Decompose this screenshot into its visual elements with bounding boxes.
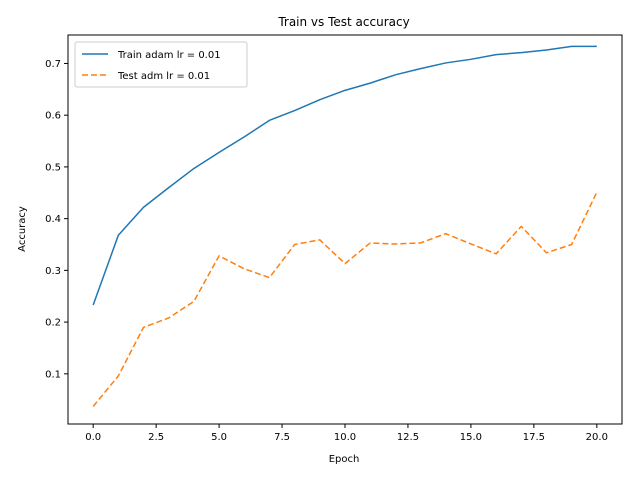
x-tick-label-4: 10.0 <box>334 432 356 443</box>
x-tick-label-0: 0.0 <box>85 432 101 443</box>
x-tick-label-2: 5.0 <box>211 432 227 443</box>
plot-area <box>92 45 598 407</box>
legend-label-test: Test adm lr = 0.01 <box>117 71 210 82</box>
x-tick-label-1: 2.5 <box>148 432 164 443</box>
x-tick-label-8: 20.0 <box>586 432 608 443</box>
series-line-1 <box>92 191 598 407</box>
chart-title: Train vs Test accuracy <box>277 15 409 29</box>
x-tick-label-6: 15.0 <box>460 432 482 443</box>
series-line-0 <box>92 45 597 306</box>
y-tick-label-5: 0.6 <box>45 111 61 122</box>
x-tick-label-3: 7.5 <box>274 432 290 443</box>
y-axis: 0.1 0.2 0.3 0.4 0.5 0.6 0.7 <box>45 59 68 380</box>
y-tick-label-3: 0.4 <box>45 214 61 225</box>
legend: Train adam lr = 0.01 Test adm lr = 0.01 <box>74 41 248 88</box>
x-axis-label: Epoch <box>329 454 360 465</box>
x-tick-label-5: 12.5 <box>397 432 419 443</box>
x-tick-label-7: 17.5 <box>523 432 545 443</box>
legend-label-train: Train adam lr = 0.01 <box>117 50 221 61</box>
y-tick-label-1: 0.2 <box>45 318 61 329</box>
y-tick-label-2: 0.3 <box>45 266 61 277</box>
y-tick-label-0: 0.1 <box>45 369 61 380</box>
axes-frame <box>67 34 623 425</box>
x-axis: 0.0 2.5 5.0 7.5 10.0 12.5 15.0 17.5 20.0 <box>85 424 608 443</box>
legend-box <box>74 41 248 88</box>
y-tick-label-4: 0.5 <box>45 162 61 173</box>
y-tick-label-6: 0.7 <box>45 59 61 70</box>
y-axis-label: Accuracy <box>17 206 28 252</box>
